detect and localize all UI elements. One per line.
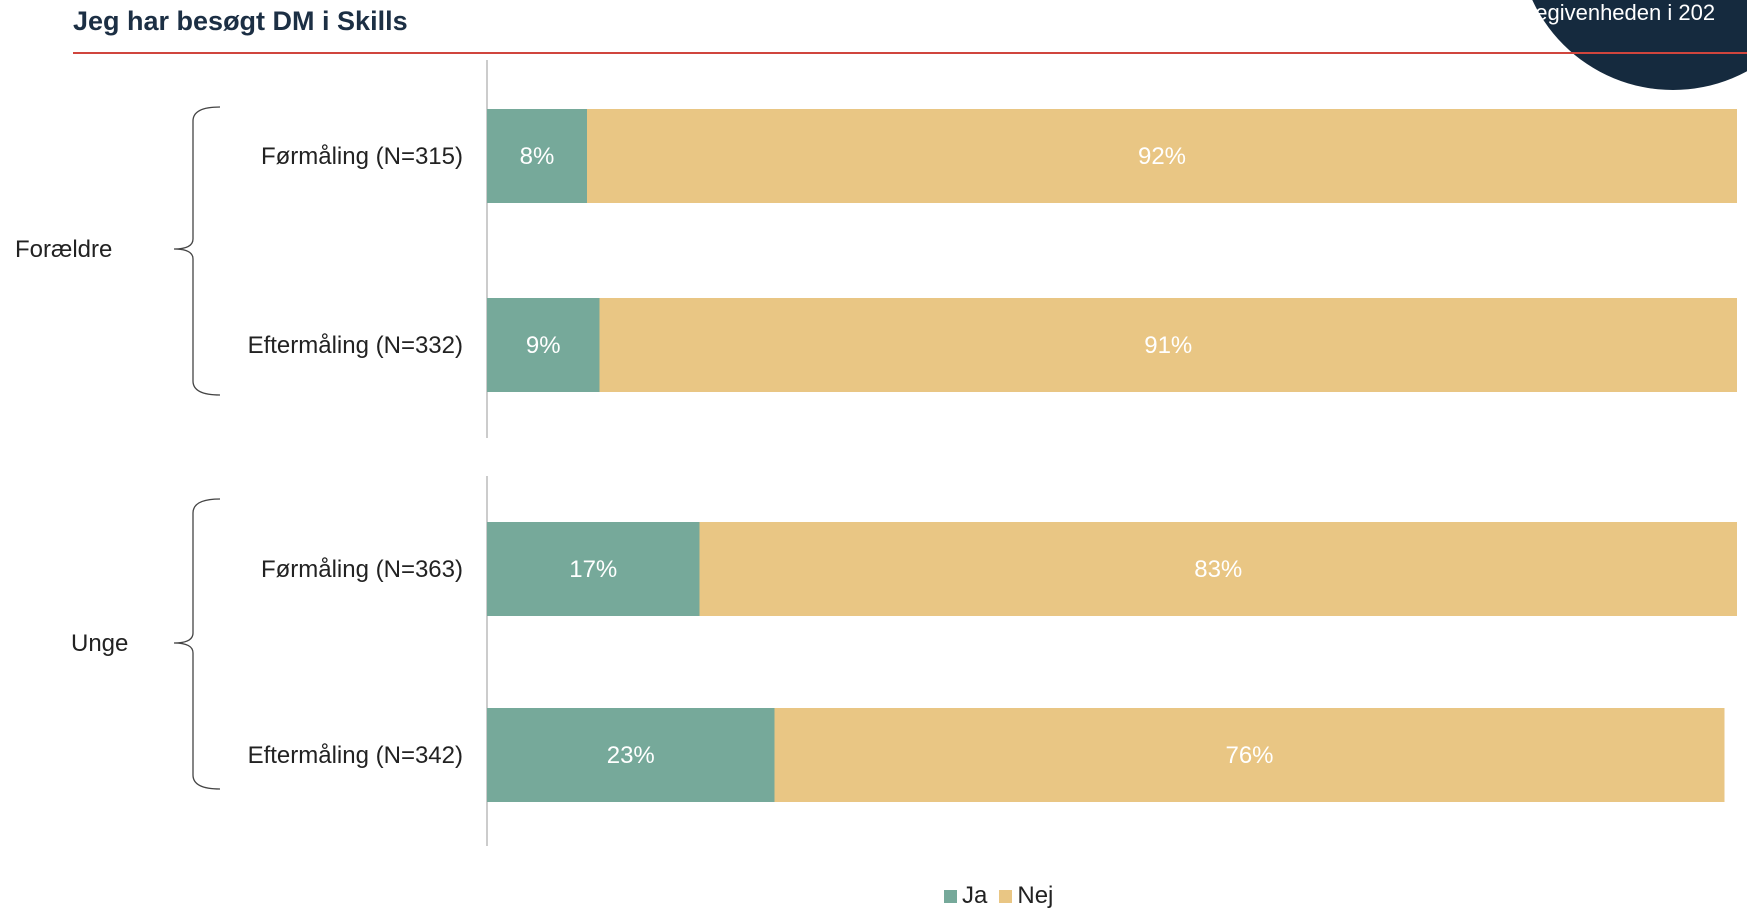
page-title: Jeg har besøgt DM i Skills [73, 6, 408, 36]
group-label-2: Unge [71, 630, 128, 657]
legend-item-nej: Nej [999, 882, 1053, 910]
data-label-nej-2: 91% [1144, 332, 1192, 359]
data-label-nej-1: 92% [1138, 143, 1186, 170]
data-label-ja-4: 23% [607, 742, 655, 769]
stacked-bar-chart: 8% 92% Førmåling (N=315) 9% 91% Eftermåling (… [15, 60, 1737, 846]
bar-ja-1 [487, 109, 587, 203]
corner-caption: begivenheden i 202 [1523, 0, 1716, 25]
legend-label-ja: Ja [962, 882, 988, 909]
legend: Ja Nej [944, 882, 1065, 910]
bar-nej-3 [699, 522, 1737, 616]
group-brace-1 [173, 106, 221, 396]
bar-ja-2 [487, 298, 600, 392]
data-label-nej-3: 83% [1194, 556, 1242, 583]
legend-swatch-ja [944, 889, 957, 903]
group-brace-2 [173, 498, 221, 790]
bar-ja-4 [487, 708, 775, 802]
category-label-1: Førmåling (N=315) [261, 143, 463, 170]
category-label-2: Eftermåling (N=332) [248, 332, 463, 359]
group-label-1: Forældre [15, 236, 112, 263]
title-divider [73, 52, 1747, 54]
data-label-ja-3: 17% [569, 556, 617, 583]
category-label-3: Førmåling (N=363) [261, 556, 463, 583]
bar-ja-3 [487, 522, 700, 616]
bar-nej-4 [774, 708, 1725, 802]
bar-nej-2 [599, 298, 1737, 392]
data-label-nej-4: 76% [1225, 742, 1273, 769]
data-label-ja-2: 9% [526, 332, 561, 359]
legend-label-nej: Nej [1017, 882, 1054, 909]
bar-nej-1 [587, 109, 1737, 203]
category-label-4: Eftermåling (N=342) [248, 742, 463, 769]
data-label-ja-1: 8% [520, 143, 555, 170]
legend-swatch-nej [999, 889, 1013, 903]
legend-item-ja: Ja [944, 882, 987, 910]
